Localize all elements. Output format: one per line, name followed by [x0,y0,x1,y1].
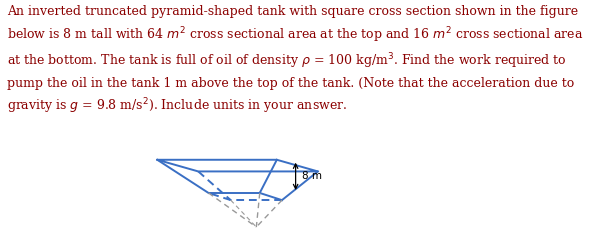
Text: 8 m: 8 m [302,171,322,181]
Text: An inverted truncated pyramid-shaped tank with square cross section shown in the: An inverted truncated pyramid-shaped tan… [7,5,583,117]
